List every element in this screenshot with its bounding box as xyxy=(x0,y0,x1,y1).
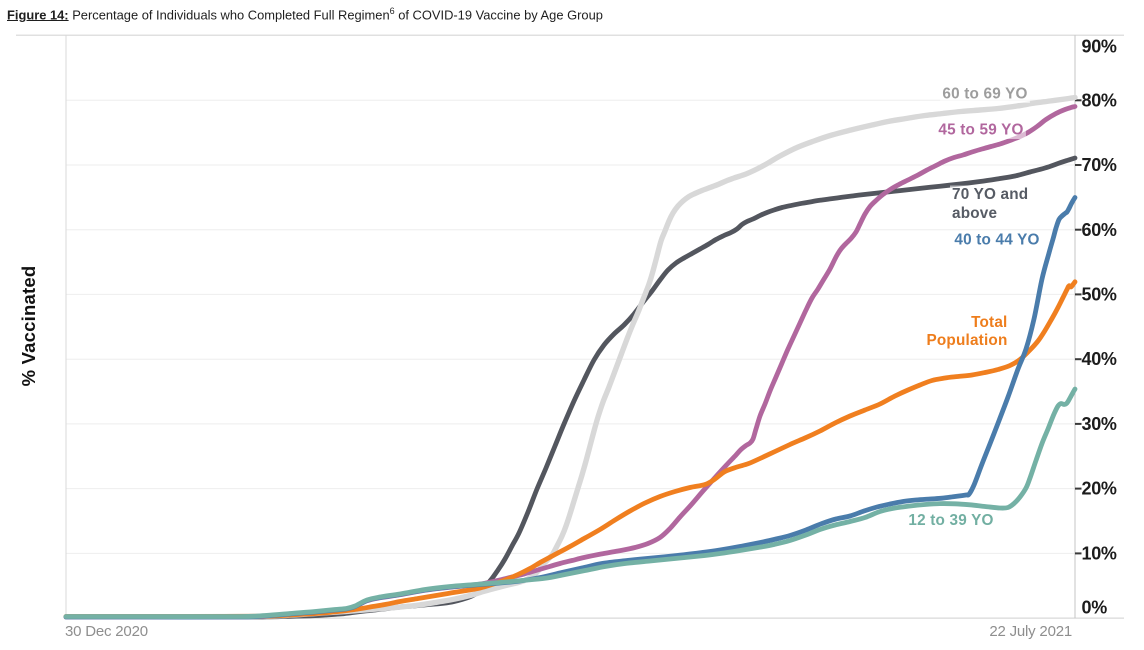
svg-text:50%: 50% xyxy=(1082,285,1117,305)
svg-text:Population: Population xyxy=(926,332,1007,349)
svg-text:40%: 40% xyxy=(1082,349,1117,369)
svg-text:90%: 90% xyxy=(1082,37,1117,57)
svg-text:0%: 0% xyxy=(1082,598,1108,618)
svg-text:60 to 69 YO: 60 to 69 YO xyxy=(942,86,1027,103)
svg-text:40 to 44 YO: 40 to 44 YO xyxy=(954,232,1039,249)
svg-text:80%: 80% xyxy=(1082,90,1117,110)
svg-text:% Vaccinated: % Vaccinated xyxy=(18,266,39,387)
svg-text:20%: 20% xyxy=(1082,479,1117,499)
svg-text:30%: 30% xyxy=(1082,414,1117,434)
svg-text:10%: 10% xyxy=(1082,543,1117,563)
svg-text:70 YO and: 70 YO and xyxy=(952,186,1028,203)
svg-text:45 to 59 YO: 45 to 59 YO xyxy=(938,122,1023,139)
svg-text:60%: 60% xyxy=(1082,220,1117,240)
svg-text:12 to 39 YO: 12 to 39 YO xyxy=(908,512,993,529)
svg-text:Total: Total xyxy=(971,314,1007,331)
svg-text:30 Dec 2020: 30 Dec 2020 xyxy=(65,623,148,640)
svg-text:above: above xyxy=(952,205,997,222)
svg-text:70%: 70% xyxy=(1082,155,1117,175)
svg-text:22 July 2021: 22 July 2021 xyxy=(989,623,1072,640)
